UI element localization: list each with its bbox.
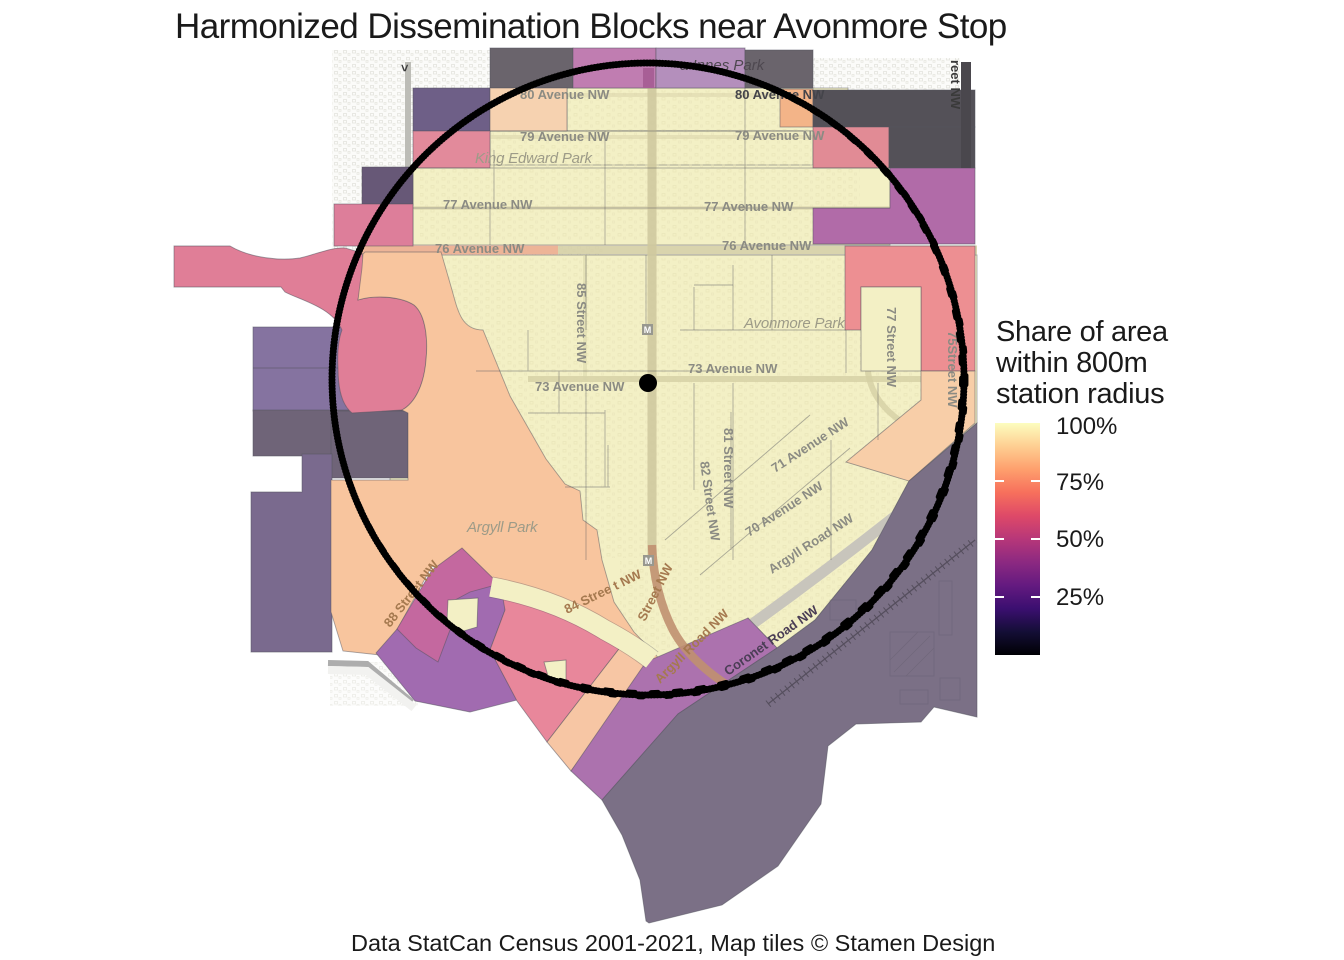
svg-text:79 Avenue NW: 79 Avenue NW	[520, 129, 610, 144]
svg-text:75Street NW: 75Street NW	[945, 331, 960, 408]
svg-text:85 Street NW: 85 Street NW	[574, 283, 589, 364]
svg-text:M: M	[644, 325, 652, 335]
svg-text:King Edward Park: King Edward Park	[475, 150, 594, 167]
svg-text:Harmonized Dissemination Block: Harmonized Dissemination Blocks near Avo…	[175, 7, 1007, 46]
svg-text:25%: 25%	[1056, 584, 1104, 611]
svg-text:73 Avenue NW: 73 Avenue NW	[535, 379, 625, 394]
svg-text:77 Avenue NW: 77 Avenue NW	[704, 199, 794, 214]
svg-text:station radius: station radius	[996, 378, 1164, 410]
svg-text:reet NW: reet NW	[948, 60, 963, 110]
svg-text:Data StatCan Census 2001-2021,: Data StatCan Census 2001-2021, Map tiles…	[351, 930, 995, 956]
svg-text:80 Avenue NW: 80 Avenue NW	[520, 87, 610, 102]
svg-text:M: M	[645, 556, 653, 566]
svg-text:Avonmore Park: Avonmore Park	[743, 315, 846, 332]
svg-text:77 Street NW: 77 Street NW	[884, 307, 899, 388]
svg-text:73 Avenue NW: 73 Avenue NW	[688, 361, 778, 376]
svg-text:<: <	[397, 64, 412, 72]
svg-text:76 Avenue NW: 76 Avenue NW	[722, 238, 812, 253]
svg-text:50%: 50%	[1056, 526, 1104, 553]
svg-text:76 Avenue NW: 76 Avenue NW	[435, 241, 525, 256]
svg-text:Share of area: Share of area	[996, 316, 1169, 348]
svg-text:within 800m: within 800m	[995, 347, 1147, 379]
svg-text:Argyll Park: Argyll Park	[466, 519, 539, 536]
svg-text:75%: 75%	[1056, 469, 1104, 496]
svg-text:79 Avenue NW: 79 Avenue NW	[735, 128, 825, 143]
svg-text:100%: 100%	[1056, 413, 1117, 440]
svg-text:81 Street NW: 81 Street NW	[721, 428, 736, 509]
svg-text:77 Avenue NW: 77 Avenue NW	[443, 197, 533, 212]
